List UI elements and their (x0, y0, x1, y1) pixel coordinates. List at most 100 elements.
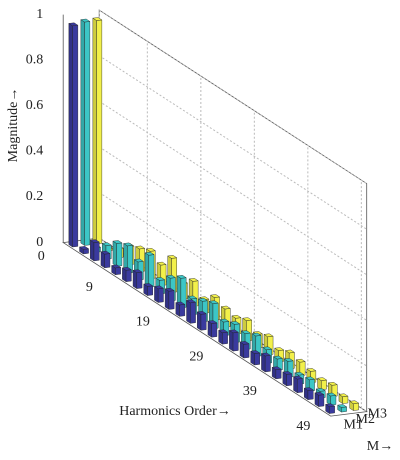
bar-side (168, 290, 175, 310)
bar-top (283, 358, 294, 362)
bar (271, 366, 282, 380)
bar-front (100, 251, 105, 269)
bar-top (316, 377, 328, 381)
bar-top (111, 264, 122, 269)
bar-side (275, 368, 282, 380)
bar-top (135, 245, 146, 250)
bar-front (68, 23, 73, 248)
bar-top (337, 404, 348, 408)
bar-top (78, 246, 90, 250)
bar-front (80, 19, 85, 246)
x-tick-label: 9 (86, 280, 93, 295)
bar-front (261, 353, 266, 373)
y-tick-label: 0.6 (26, 98, 44, 113)
bar-top (314, 391, 325, 396)
bar-top (306, 368, 317, 372)
back-wall (98, 9, 368, 413)
bar-side (157, 287, 164, 303)
bar-top (220, 305, 231, 310)
bar-side (125, 269, 132, 282)
bar-front (90, 239, 95, 262)
legend-label: M2 (356, 412, 375, 427)
bar-side (254, 352, 260, 366)
bar-top (68, 22, 79, 27)
grid-line (98, 100, 367, 276)
bar-side (83, 248, 89, 255)
bar-top (228, 329, 239, 334)
bar-front (92, 17, 97, 245)
bar-side (84, 21, 91, 246)
bar-side (136, 271, 143, 289)
bar (260, 352, 272, 373)
bar-top (218, 329, 229, 333)
bar-top (176, 275, 187, 279)
bar-top (262, 346, 273, 351)
bar-side (72, 24, 79, 248)
bar (338, 393, 349, 405)
x-tick-label: 19 (136, 315, 150, 330)
bar-front (229, 330, 234, 352)
bar (144, 251, 155, 288)
bar-top (196, 311, 207, 315)
bar-top (292, 375, 304, 380)
bar-top (156, 261, 167, 266)
bar-top (240, 330, 251, 334)
bar-side (330, 395, 337, 406)
bar (132, 269, 143, 290)
bar (164, 287, 175, 310)
bar-top (145, 248, 156, 252)
bar-top (230, 321, 241, 325)
bar-side (115, 267, 121, 276)
y-tick-label: 0 (36, 235, 43, 250)
z-axis-label: M→ (367, 439, 393, 454)
bar-top (167, 255, 178, 259)
bar (89, 239, 100, 262)
bar-side (243, 343, 250, 359)
bar-top (263, 333, 274, 338)
bar-top (260, 352, 272, 357)
bar (292, 375, 304, 394)
bar-top (250, 350, 261, 354)
bar-side (321, 379, 327, 390)
bar-top (133, 258, 144, 263)
bar-top (239, 341, 250, 345)
bar-top (326, 392, 337, 397)
bar (314, 391, 325, 408)
bar-side (116, 242, 123, 267)
bar-top (101, 242, 112, 246)
bar (68, 22, 79, 248)
bar-side (297, 378, 303, 393)
bar-top (112, 240, 123, 244)
bar-top (121, 267, 132, 271)
bar (218, 329, 229, 345)
bar-top (284, 349, 296, 354)
bar-side (147, 285, 153, 296)
bar-top (155, 277, 166, 281)
bar-side (190, 301, 196, 324)
bar (228, 329, 239, 352)
bar-top (271, 366, 282, 370)
bar (185, 299, 197, 324)
bar (207, 320, 218, 338)
bar-side (329, 405, 335, 414)
y-tick-label: 0.2 (26, 189, 44, 204)
bar-top (242, 317, 253, 321)
bar (153, 285, 165, 303)
bar-top (251, 332, 262, 337)
bar (176, 275, 187, 309)
bar (196, 311, 207, 331)
bar-top (338, 393, 349, 398)
bar-top (304, 376, 316, 381)
y-tick-label: 0.8 (26, 52, 44, 67)
bar-side (318, 394, 325, 407)
bar-top (272, 355, 284, 360)
bar-top (282, 371, 293, 375)
x-tick-label: 29 (189, 349, 203, 364)
bar-top (153, 285, 165, 290)
bar-top (207, 320, 218, 324)
bar-top (164, 287, 175, 292)
grid-line (98, 192, 367, 367)
bar (316, 377, 328, 391)
bar-top (100, 250, 111, 255)
